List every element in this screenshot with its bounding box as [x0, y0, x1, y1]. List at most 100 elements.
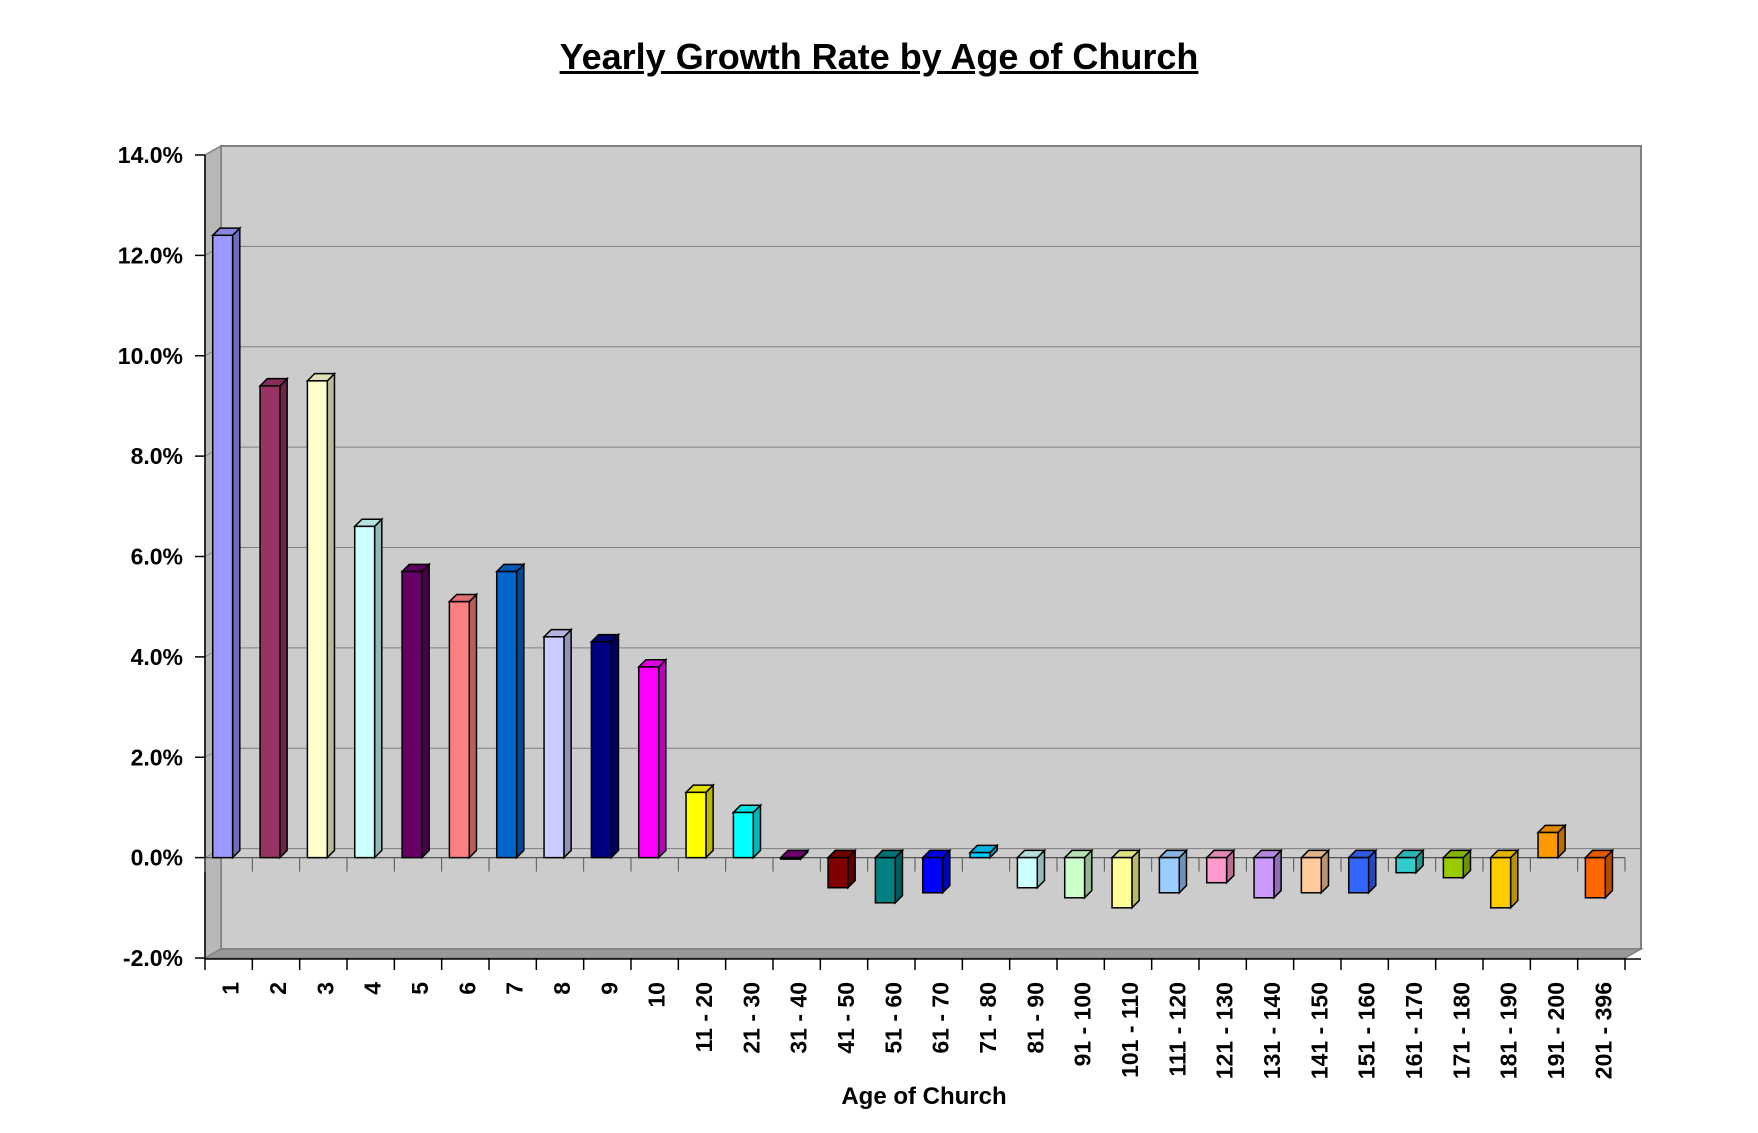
bar-front: [1395, 856, 1417, 874]
x-tick-label: 91 - 100: [1070, 982, 1096, 1066]
bar: [1015, 848, 1047, 890]
bar-side: [1509, 848, 1519, 910]
y-tick-label: 2.0%: [131, 744, 183, 770]
x-tick-label: 171 - 180: [1448, 982, 1474, 1079]
bar: [210, 226, 242, 860]
bar-side: [752, 803, 762, 860]
bar-front: [827, 856, 849, 889]
bar-side: [515, 562, 525, 860]
y-tick-label: 12.0%: [118, 242, 183, 268]
bar-side: [421, 562, 430, 860]
bar: [1252, 848, 1283, 900]
bar: [1536, 823, 1567, 860]
axes: [195, 154, 1641, 970]
x-tick-label: 6: [454, 982, 480, 995]
x-tick-label: 121 - 130: [1212, 982, 1238, 1079]
bar-side: [705, 783, 714, 860]
x-tick-label: 10: [644, 982, 670, 1008]
x-tick-label: 9: [596, 982, 622, 995]
bar-front: [1300, 856, 1323, 894]
bar: [494, 562, 526, 860]
bar: [778, 848, 810, 861]
y-tick-label: 6.0%: [131, 544, 183, 570]
bar-side: [563, 627, 572, 860]
x-tick-label: 8: [549, 982, 575, 995]
bar-front: [1205, 856, 1228, 884]
x-tick-label: 71 - 80: [975, 982, 1001, 1054]
bar: [920, 848, 952, 895]
x-tick-label: 131 - 140: [1259, 982, 1285, 1079]
bar-front: [259, 385, 281, 859]
bar: [352, 517, 384, 860]
bar: [1488, 848, 1520, 910]
bar-side: [373, 517, 383, 860]
x-tick-label: 11 - 20: [691, 982, 717, 1052]
x-tick-label: 81 - 90: [1022, 982, 1048, 1054]
y-tick-label: 10.0%: [118, 343, 183, 369]
y-tick-label: 0.0%: [131, 845, 183, 871]
y-tick-label: 14.0%: [118, 142, 183, 168]
bar: [1299, 848, 1331, 895]
bar: [1204, 848, 1236, 885]
x-tick-label: 141 - 150: [1306, 982, 1332, 1079]
gridline-diagonal: [204, 145, 222, 156]
bars: [210, 226, 1615, 910]
x-tick-label: 181 - 190: [1496, 982, 1522, 1079]
bar: [400, 562, 431, 860]
bar-side: [326, 371, 336, 860]
bar-front: [1347, 856, 1370, 894]
y-tick-label: 8.0%: [131, 443, 183, 469]
bar: [873, 848, 905, 905]
x-tick-label: 7: [502, 982, 528, 995]
bar-side: [610, 632, 620, 860]
x-tick-labels: 1 2 3 4 5 6 7 8 9 10 11 - 20 21 - 30 31 - 40 41 - 50 5…: [218, 982, 1617, 1079]
bar: [1394, 848, 1425, 875]
chart-title: Yearly Growth Rate by Age of Church: [559, 36, 1199, 77]
bar: [1062, 848, 1094, 900]
x-tick-label: 3: [312, 982, 338, 995]
bar: [731, 803, 763, 860]
bar: [1157, 848, 1189, 895]
bar-side: [279, 376, 288, 860]
x-tick-label: 51 - 60: [880, 982, 906, 1054]
x-tick-label: 101 - 110: [1117, 982, 1143, 1078]
x-tick-label: 41 - 50: [833, 982, 859, 1054]
bar-side: [231, 226, 241, 860]
x-tick-label: 2: [265, 982, 291, 995]
bar-side: [894, 848, 904, 905]
bar: [1583, 848, 1615, 900]
bar: [589, 632, 621, 860]
y-tick-label: -2.0%: [123, 945, 183, 971]
bar-front: [353, 525, 376, 859]
bar-front: [1111, 856, 1133, 909]
bar-front: [874, 856, 897, 904]
bar: [1110, 848, 1141, 910]
bar-front: [1537, 831, 1559, 859]
bar: [1346, 848, 1378, 895]
bar-front: [969, 851, 991, 859]
bar: [826, 848, 857, 890]
bar-front: [1489, 856, 1512, 909]
bar-front: [637, 666, 660, 859]
bar: [1441, 848, 1473, 880]
bar-front: [1253, 856, 1275, 899]
bar: [684, 783, 715, 860]
bar-front: [543, 636, 565, 859]
bar: [258, 376, 289, 860]
x-tick-label: 4: [360, 982, 386, 995]
bar-front: [779, 856, 802, 860]
bar-side: [657, 657, 667, 860]
x-tick-label: 111 - 120: [1164, 982, 1190, 1077]
x-tick-label: 161 - 170: [1401, 982, 1427, 1079]
x-tick-label: 5: [407, 982, 433, 995]
bar-front: [1158, 856, 1181, 894]
bar-front: [401, 570, 423, 859]
bar: [636, 657, 668, 860]
bar-front: [1016, 856, 1039, 889]
x-axis-title: Age of Church: [841, 1083, 1006, 1110]
bar: [305, 371, 337, 860]
bar-front: [448, 600, 471, 859]
x-tick-label: 61 - 70: [928, 982, 954, 1054]
bar-front: [211, 234, 234, 859]
